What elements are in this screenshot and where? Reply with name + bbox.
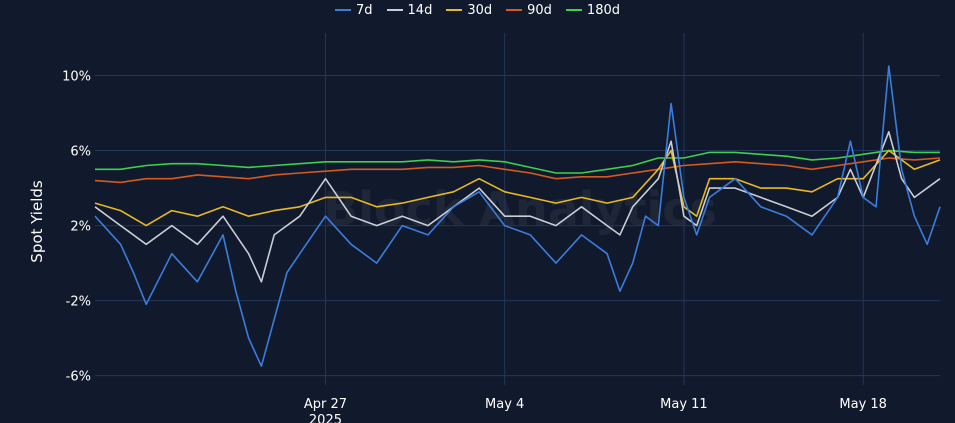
legend-item-90d[interactable]: 90d — [506, 3, 552, 18]
series-line-30d — [94, 149, 941, 227]
y-tick-label: -6% — [66, 370, 91, 385]
legend-item-14d[interactable]: 14d — [386, 2, 433, 18]
series-line-180d — [95, 149, 940, 174]
legend-swatch — [565, 9, 582, 11]
x-tick-label: May 18 — [839, 397, 887, 412]
legend-swatch — [386, 9, 403, 11]
legend-swatch — [506, 9, 523, 11]
legend-label: 14d — [407, 2, 433, 18]
legend-item-7d[interactable]: 7d — [335, 3, 373, 18]
x-tick-label: May 4 — [485, 397, 524, 412]
watermark: Block Analytics — [323, 182, 717, 236]
y-axis-title: Spot Yields — [28, 180, 46, 263]
legend-item-30d[interactable]: 30d — [446, 3, 492, 18]
y-tick-label: 10% — [62, 70, 91, 85]
series-line-7d — [94, 65, 941, 367]
chart-legend: 7d 14d 30d 90d 180d — [0, 0, 955, 20]
legend-label: 180d — [586, 2, 620, 18]
legend-label: 90d — [527, 2, 552, 18]
series-line-14d — [94, 131, 941, 283]
legend-label: 7d — [356, 2, 373, 18]
y-tick-label: 2% — [70, 220, 91, 235]
series-layer — [94, 65, 941, 367]
x-tick-label: May 11 — [660, 397, 708, 412]
legend-label: 30d — [467, 2, 493, 18]
x-tick-label: Apr 27 — [304, 397, 347, 412]
series-line-90d — [94, 157, 941, 184]
legend-item-180d[interactable]: 180d — [565, 2, 620, 18]
legend-swatch — [335, 9, 351, 11]
y-axis-ticks: -6% -2% 2% 6% 10% — [62, 70, 91, 385]
legend-swatch — [446, 9, 463, 11]
x-tick-sublabel: 2025 — [309, 413, 342, 423]
y-tick-label: -2% — [66, 295, 91, 310]
y-tick-label: 6% — [70, 145, 91, 160]
